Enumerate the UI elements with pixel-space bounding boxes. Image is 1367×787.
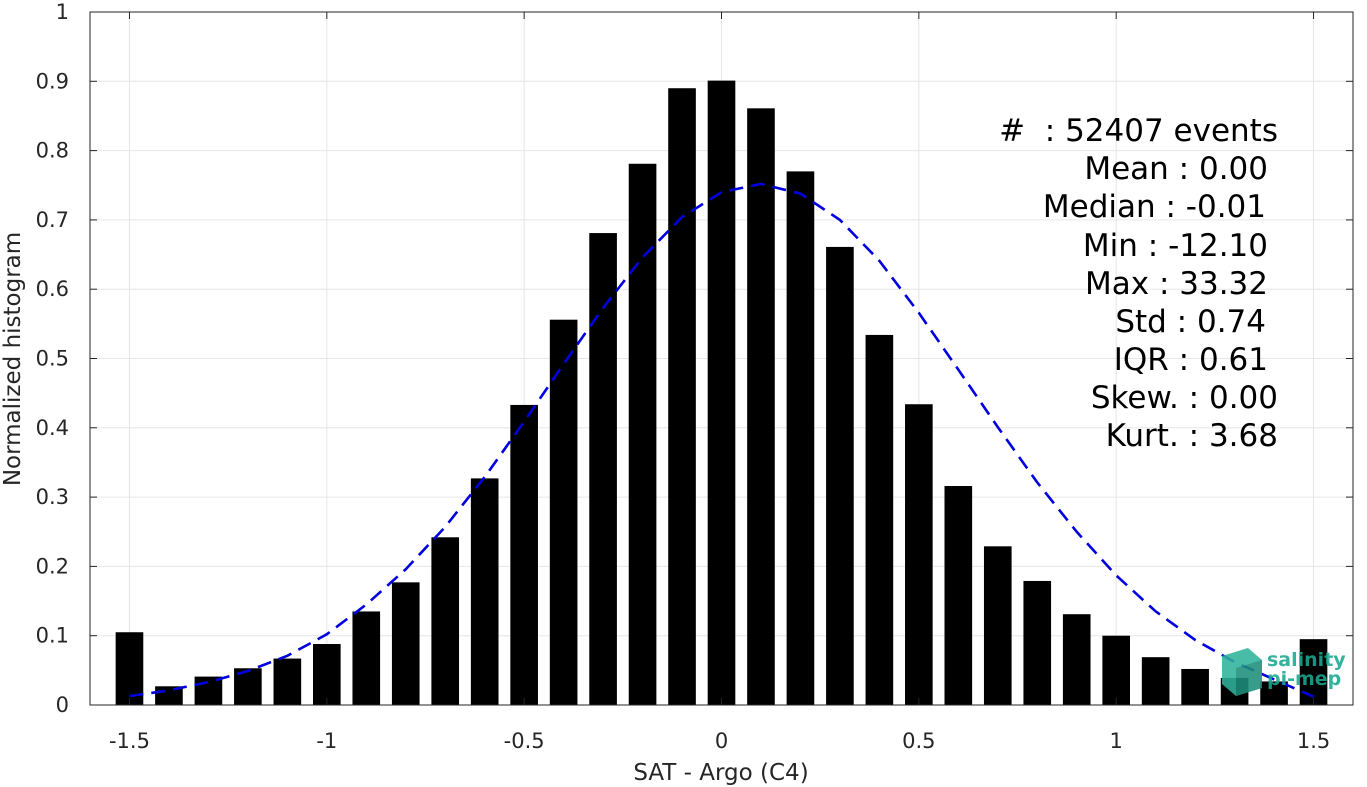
x-axis-label: SAT - Argo (C4) [633,760,808,786]
y-tick-label: 0.4 [36,416,69,440]
stat-min: Min : -12.10 [1083,228,1268,264]
histogram-bar [1102,635,1131,705]
histogram-bar [115,632,144,705]
stat-median: Median : -0.01 [1043,189,1266,225]
stats-annotation: # : 52407 events Mean : 0.00 Median : -0… [999,113,1278,454]
histogram-bar [668,88,696,706]
histogram-bar [391,582,420,705]
histogram-bar [1260,681,1288,705]
y-tick-labels: 0 0.1 0.2 0.3 0.4 0.5 0.6 0.7 0.8 0.9 1 [36,0,69,717]
histogram-bar [905,404,933,705]
histogram-bars [115,80,1328,706]
histogram-bar [273,658,302,705]
y-tick-label: 0 [56,693,69,717]
x-tick-label: 1.5 [1297,729,1330,753]
y-tick-label: 0.6 [36,277,69,301]
histogram-bar [826,246,854,705]
stat-events: # : 52407 events [999,113,1278,149]
histogram-bar [312,644,341,705]
histogram-bar [786,171,815,705]
histogram-bar [1062,614,1091,705]
x-tick-label: 0 [715,729,728,753]
x-tick-label: 1 [1110,729,1123,753]
histogram-bar [431,537,460,705]
histogram-bar [707,80,736,706]
histogram-bar [944,486,973,705]
histogram-bar [865,334,894,705]
histogram-bar [983,546,1012,705]
y-axis-label: Normalized histogram [0,232,26,486]
x-tick-label: -0.5 [504,729,545,753]
histogram-bar [510,404,538,705]
stat-std: Std : 0.74 [1115,304,1266,340]
x-tick-label: -1.5 [109,729,150,753]
y-tick-label: 0.9 [36,69,69,93]
y-tick-label: 0.1 [36,624,69,648]
x-tick-labels: -1.5 -1 -0.5 0 0.5 1 1.5 [109,729,1330,753]
histogram-bar [352,611,381,705]
salinity-pimep-logo: salinity pi-mep [1222,648,1346,696]
stat-skew: Skew. : 0.00 [1091,380,1278,416]
stat-iqr: IQR : 0.61 [1114,342,1268,378]
stat-kurt: Kurt. : 3.68 [1106,418,1278,454]
histogram-bar [1181,668,1209,705]
stat-max: Max : 33.32 [1085,266,1268,302]
histogram-bar [628,163,657,706]
logo-text-pimep: pi-mep [1267,668,1341,690]
y-tick-label: 0.8 [36,139,69,163]
gaussian-fit-curve [129,182,1315,698]
histogram-bar [589,233,617,705]
histogram-bar [470,478,499,705]
histogram-bar [549,319,578,705]
y-tick-label: 0.5 [36,347,69,371]
y-tick-label: 0.7 [36,208,69,232]
y-tick-label: 0.3 [36,485,69,509]
logo-mark-shade [1236,660,1262,696]
x-tick-label: -1 [316,729,337,753]
x-tick-label: 0.5 [902,729,935,753]
y-tick-label: 1 [56,0,69,24]
y-tick-label: 0.2 [36,554,69,578]
histogram-bar [1141,657,1170,705]
logo-text-salinity: salinity [1267,649,1346,671]
histogram-bar [194,676,223,705]
stat-mean: Mean : 0.00 [1084,151,1268,187]
histogram-bar [1023,580,1052,705]
histogram-bar [747,108,775,705]
ticks [90,11,1353,706]
